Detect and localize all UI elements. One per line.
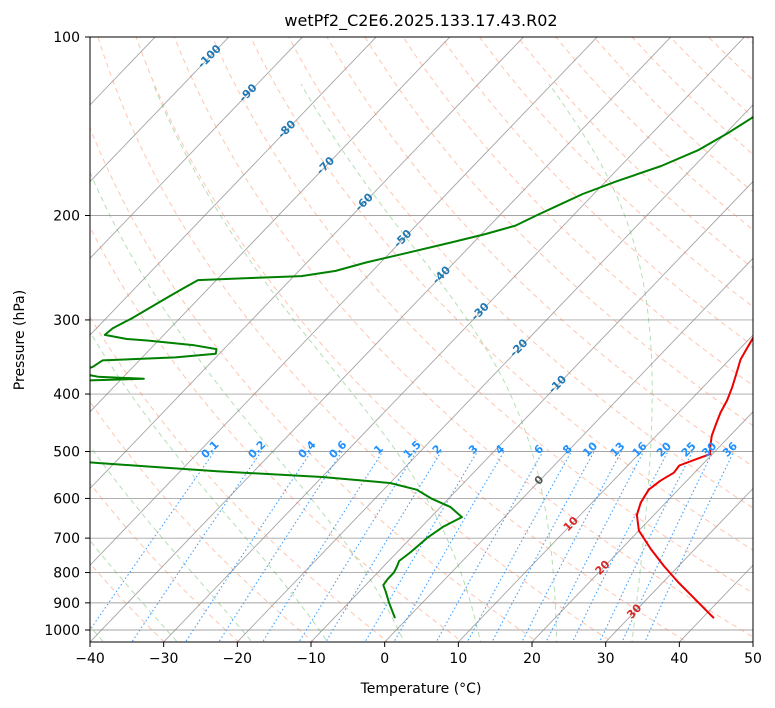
dry-adiabat bbox=[478, 37, 753, 308]
mixing-ratio-line bbox=[621, 451, 714, 642]
dry-adiabat bbox=[517, 37, 753, 269]
x-axis-ticks: −40 −30 −20 −10 0 10 20 30 40 50 bbox=[75, 642, 762, 667]
x-axis-label: Temperature (°C) bbox=[360, 681, 482, 697]
y-tick-label: 100 bbox=[53, 30, 80, 46]
dewpoint-trace bbox=[90, 116, 753, 619]
plot-frame bbox=[89, 36, 754, 643]
y-tick-label: 500 bbox=[53, 444, 80, 460]
y-tick-label: 900 bbox=[53, 596, 80, 612]
x-tick-label: 0 bbox=[380, 651, 389, 667]
mixing-ratio-line bbox=[131, 451, 262, 642]
dry-adiabat bbox=[90, 316, 389, 642]
y-tick-label: 1000 bbox=[44, 623, 80, 639]
dry-adiabat bbox=[326, 37, 753, 468]
isotherm-line bbox=[531, 411, 753, 642]
mixing-ratio-line bbox=[90, 451, 215, 631]
isotherm-line bbox=[90, 37, 525, 490]
x-tick-label: −20 bbox=[223, 651, 253, 667]
isotherm-line bbox=[236, 104, 753, 642]
y-tick-label: 200 bbox=[53, 209, 80, 225]
mixing-ratio-line bbox=[644, 451, 735, 642]
dry-adiabat bbox=[288, 37, 753, 509]
dry-adiabat bbox=[364, 37, 753, 427]
sounding-traces bbox=[90, 116, 753, 619]
mixing-ratio-line bbox=[393, 451, 505, 642]
x-tick-label: −30 bbox=[149, 651, 179, 667]
moist-adiabats bbox=[90, 83, 653, 642]
dry-adiabat bbox=[402, 37, 753, 387]
dry-adiabat bbox=[250, 37, 753, 551]
mixing-ratio-line bbox=[571, 451, 669, 642]
x-tick-label: 10 bbox=[449, 651, 467, 667]
dry-adiabat bbox=[440, 37, 753, 347]
moist-adiabat bbox=[152, 83, 482, 642]
isotherm-line bbox=[90, 37, 451, 413]
moist-adiabat bbox=[90, 331, 329, 642]
isotherm-line bbox=[384, 257, 753, 642]
mixing-ratio-line bbox=[184, 451, 312, 642]
dry-adiabat bbox=[90, 400, 315, 642]
chart-title: wetPf2_C2E6.2025.133.17.43.R02 bbox=[284, 11, 557, 31]
x-tick-label: 50 bbox=[744, 651, 762, 667]
dry-adiabat bbox=[97, 37, 614, 642]
isotherm-line bbox=[605, 487, 753, 642]
isotherm-line bbox=[457, 334, 753, 642]
y-tick-label: 800 bbox=[53, 566, 80, 582]
isotherm-lines bbox=[90, 37, 753, 642]
pressure-gridlines bbox=[90, 37, 753, 631]
y-tick-label: 700 bbox=[53, 531, 80, 547]
mixing-ratio-line bbox=[466, 451, 572, 642]
y-tick-label: 400 bbox=[53, 387, 80, 403]
y-tick-label: 300 bbox=[53, 313, 80, 329]
isotherm-line bbox=[90, 37, 230, 183]
x-tick-label: 30 bbox=[597, 651, 615, 667]
isotherm-line bbox=[90, 37, 377, 336]
temperature-trace bbox=[635, 335, 753, 619]
isotherm-line bbox=[163, 37, 746, 642]
mixing-ratio-line bbox=[598, 451, 693, 642]
y-axis-label: Pressure (hPa) bbox=[12, 290, 28, 390]
isotherm-line bbox=[310, 180, 753, 642]
mixing-ratio-line bbox=[218, 451, 343, 642]
isotherm-line bbox=[90, 37, 672, 642]
isotherm-line bbox=[90, 37, 304, 259]
mixing-ratio-line bbox=[364, 451, 478, 642]
x-tick-label: 40 bbox=[670, 651, 688, 667]
x-tick-label: −40 bbox=[75, 651, 105, 667]
mixing-ratio-lines bbox=[90, 451, 735, 642]
x-tick-label: 20 bbox=[523, 651, 541, 667]
dry-adiabat bbox=[631, 37, 753, 155]
dry-adiabat bbox=[90, 226, 464, 642]
dry-adiabat bbox=[135, 37, 688, 642]
moist-adiabat bbox=[90, 171, 405, 642]
x-tick-label: −10 bbox=[296, 651, 326, 667]
isotherm-line bbox=[90, 37, 598, 566]
y-tick-label: 600 bbox=[53, 491, 80, 507]
y-axis-ticks: 100 200 300 400 500 600 700 800 900 1000 bbox=[44, 30, 90, 639]
